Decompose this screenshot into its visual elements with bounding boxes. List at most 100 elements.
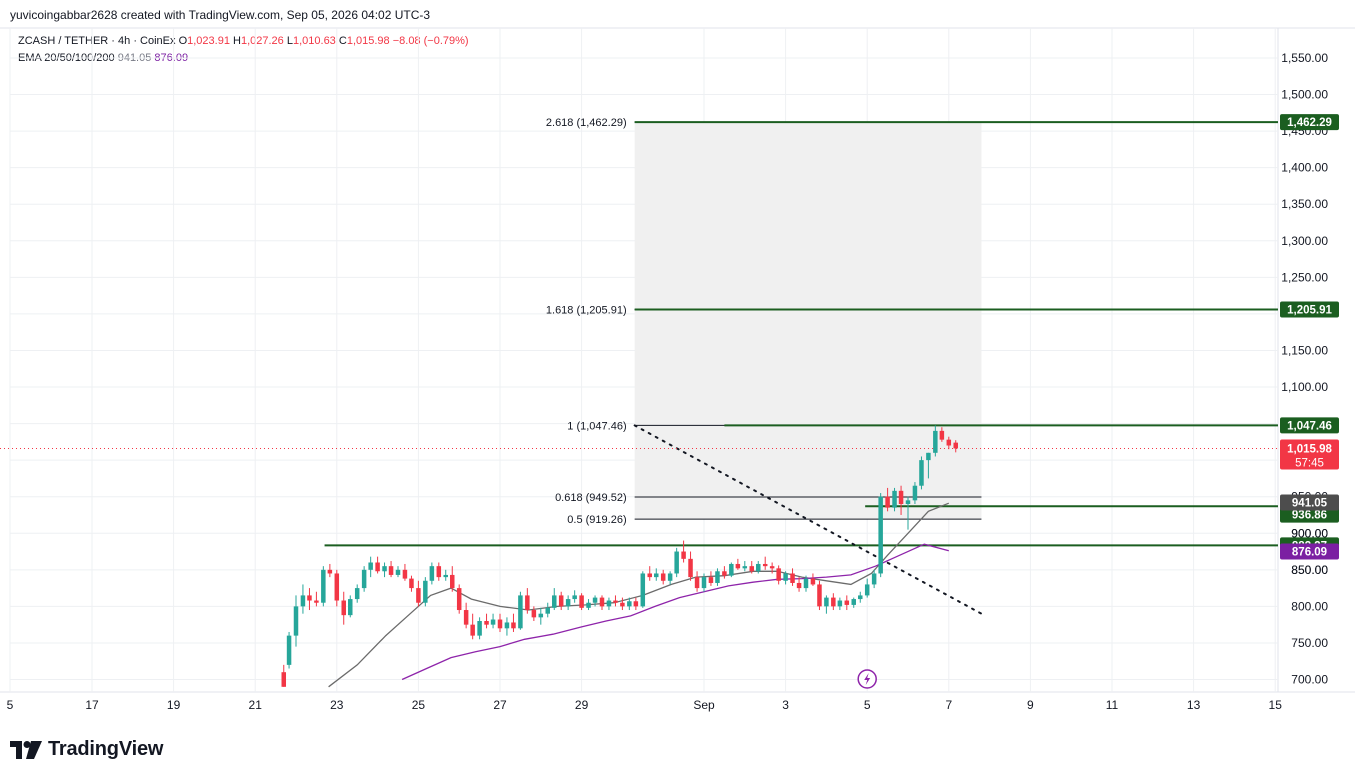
candle-body (327, 569, 333, 574)
fib-extension-box[interactable] (634, 122, 982, 520)
candle-body (647, 573, 652, 578)
y-axis-tick-label: 900.00 (1291, 526, 1328, 540)
price-level-tag[interactable] (1280, 506, 1339, 523)
price-change: −8.08 (−0.79%) (392, 35, 469, 47)
fib-level-label: 0.618 (949.52) (555, 492, 627, 504)
candle-body (416, 588, 421, 603)
dotted-trendline[interactable] (633, 424, 983, 615)
x-axis-tick-label: 23 (330, 698, 344, 712)
candle-body (613, 600, 618, 603)
candle-body (429, 566, 435, 581)
price-level-tag[interactable] (1280, 417, 1339, 434)
ohlc-low: L1,010.63 (286, 35, 336, 47)
candle-body (450, 574, 455, 589)
ema-50-line (401, 543, 949, 681)
candle-body (511, 622, 516, 629)
candle-body (552, 595, 557, 608)
candle-body (837, 600, 843, 607)
candle-body (388, 566, 394, 575)
candle-body (892, 490, 897, 508)
x-axis-tick-label: 9 (1027, 698, 1034, 712)
symbol-name: ZCASH / TETHER · 4h · CoinEx (18, 35, 176, 47)
price-level-tag-text: 936.86 (1292, 510, 1327, 522)
candle-body (504, 622, 510, 629)
candle-body (470, 624, 475, 636)
price-level-tag[interactable] (1280, 301, 1339, 318)
candle-body (382, 566, 387, 572)
tradingview-logo: TradingView (10, 738, 163, 761)
x-axis-tick-label: 3 (782, 698, 789, 712)
x-axis-tick-label: 17 (85, 698, 99, 712)
y-axis-tick-label: 1,500.00 (1281, 88, 1328, 102)
candle-body (796, 582, 802, 589)
x-axis-tick-label: 13 (1187, 698, 1201, 712)
x-axis-tick-label: 5 (864, 698, 871, 712)
candle-body (375, 562, 380, 572)
x-axis-tick-label: 25 (412, 698, 426, 712)
candle-body (749, 566, 754, 572)
x-axis-tick-label: Sep (693, 698, 715, 712)
candle-body (348, 599, 353, 616)
candle-body (565, 599, 571, 607)
candle-body (660, 573, 666, 581)
candle-body (572, 595, 577, 600)
candle-body (654, 573, 659, 578)
x-axis-tick-label: 29 (575, 698, 589, 712)
y-axis-tick-label: 1,350.00 (1281, 197, 1328, 211)
price-level-tag-text: 1,462.29 (1287, 117, 1332, 129)
candle-body (620, 602, 625, 607)
candle-body (898, 490, 904, 504)
candle-body (701, 577, 707, 589)
price-level-tag[interactable] (1280, 114, 1339, 131)
candle-body (307, 595, 312, 601)
candle-body (518, 595, 523, 629)
candle-body (341, 600, 346, 616)
candle-body (525, 595, 530, 611)
candle-body (742, 566, 748, 569)
candle-body (790, 573, 795, 583)
y-axis-tick-label: 700.00 (1291, 673, 1328, 687)
candle-body (456, 588, 462, 611)
x-axis-tick-label: 19 (167, 698, 181, 712)
x-axis-tick-label: 11 (1106, 698, 1119, 712)
candle-body (715, 571, 720, 583)
candle-body (606, 600, 612, 607)
ohlc-high: H1,027.26 (233, 35, 284, 47)
y-axis-tick-label: 850.00 (1291, 563, 1328, 577)
fib-level-label: 1 (1,047.46) (567, 420, 626, 432)
candle-body (599, 597, 605, 607)
candle-body (354, 588, 360, 600)
candle-body (926, 452, 931, 461)
candle-body (810, 578, 816, 585)
candle-body (864, 584, 870, 596)
candle-body (281, 672, 287, 687)
y-axis-tick-label: 1,100.00 (1281, 380, 1328, 394)
candle-body (783, 573, 788, 581)
candle-body (817, 584, 822, 607)
candle-body (939, 430, 945, 440)
ohlc-open: O1,023.91 (178, 35, 230, 47)
candle-body (314, 600, 319, 603)
candle-body (334, 573, 340, 601)
fib-level-label: 1.618 (1,205.91) (546, 305, 627, 317)
candle-body (824, 597, 829, 607)
countdown-text: 57:45 (1295, 457, 1324, 469)
candle-body (361, 569, 367, 589)
x-axis-tick-label: 21 (249, 698, 263, 712)
y-axis-tick-label: 1,250.00 (1281, 270, 1328, 284)
ema-20-tag[interactable] (1280, 494, 1339, 511)
candle-body (905, 500, 911, 504)
brand-name: TradingView (48, 738, 164, 760)
candle-body (919, 460, 924, 486)
candle-body (674, 551, 679, 574)
candle-body (293, 606, 299, 636)
candle-body (756, 563, 761, 572)
last-price-tag[interactable] (1280, 439, 1339, 470)
candle-body (762, 563, 768, 567)
ema-50-tag[interactable] (1280, 543, 1339, 560)
candle-body (484, 621, 489, 625)
y-axis-tick-label-hidden: 900.00 (1291, 526, 1328, 540)
symbol-legend[interactable]: ZCASH / TETHER · 4h · CoinEx O1,023.91 H… (18, 35, 469, 47)
candle-body (858, 595, 863, 600)
